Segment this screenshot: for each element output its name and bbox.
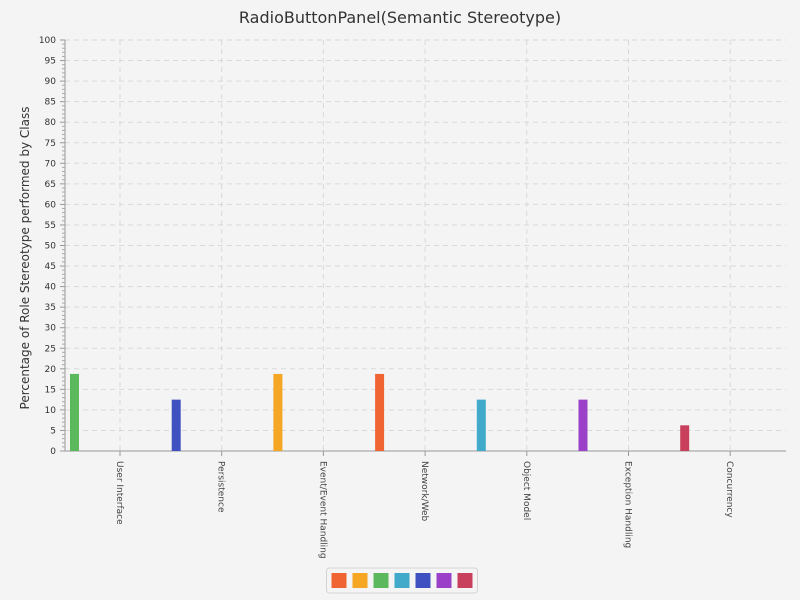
- legend-swatch: [352, 573, 368, 588]
- y-tick-label: 40: [45, 283, 57, 293]
- y-tick-label: 85: [45, 98, 56, 108]
- bar: [375, 373, 385, 451]
- legend-swatch: [373, 573, 389, 588]
- bar: [273, 373, 283, 451]
- legend-swatch: [457, 573, 473, 588]
- x-axis-ticks: User Interface Persistence Event/Event Han…: [114, 451, 734, 559]
- y-tick-label: 5: [50, 426, 56, 436]
- x-tick-label: Event/Event Handling: [317, 461, 327, 559]
- x-tick-label: Persistence: [216, 461, 226, 513]
- bar: [680, 425, 690, 451]
- x-tick-label: Exception Handling: [623, 461, 633, 548]
- y-axis-ticks: 0 5 10 15 20 25 30 35 40 45 50 55 60 65 70 75 80 85 90 95 10…: [39, 36, 65, 457]
- bar: [476, 399, 486, 451]
- x-tick-label: Concurrency: [724, 461, 734, 518]
- y-tick-label: 95: [45, 57, 56, 67]
- y-tick-label: 80: [45, 118, 57, 128]
- y-tick-label: 70: [45, 159, 57, 169]
- y-tick-label: 50: [45, 242, 57, 252]
- chart-title: RadioButtonPanel(Semantic Stereotype): [239, 8, 561, 27]
- legend-swatch: [394, 573, 410, 588]
- x-tick-label: Object Model: [521, 461, 531, 520]
- y-tick-label: 10: [45, 406, 57, 416]
- y-axis-label: Percentage of Role Stereotype performed …: [18, 107, 32, 410]
- y-tick-label: 25: [45, 344, 56, 354]
- y-tick-label: 55: [45, 221, 56, 231]
- bar: [578, 399, 588, 451]
- y-tick-label: 0: [50, 447, 56, 457]
- grid-lines: [65, 39, 786, 451]
- y-tick-label: 45: [45, 262, 56, 272]
- legend: [326, 567, 478, 594]
- bar: [171, 399, 181, 451]
- legend-swatch: [331, 573, 347, 588]
- y-tick-label: 60: [45, 200, 57, 210]
- bars: [70, 373, 690, 451]
- bar: [70, 373, 79, 451]
- y-tick-label: 35: [45, 303, 56, 313]
- y-tick-label: 100: [39, 36, 56, 46]
- y-tick-label: 65: [45, 180, 56, 190]
- y-tick-label: 90: [45, 77, 57, 87]
- y-tick-label: 75: [45, 139, 56, 149]
- legend-swatch: [415, 573, 431, 588]
- x-tick-label: Network/Web: [419, 461, 429, 522]
- y-tick-label: 20: [45, 365, 57, 375]
- y-tick-label: 15: [45, 385, 56, 395]
- x-tick-label: User Interface: [114, 461, 124, 525]
- legend-swatch: [436, 573, 452, 588]
- y-tick-label: 30: [45, 324, 57, 334]
